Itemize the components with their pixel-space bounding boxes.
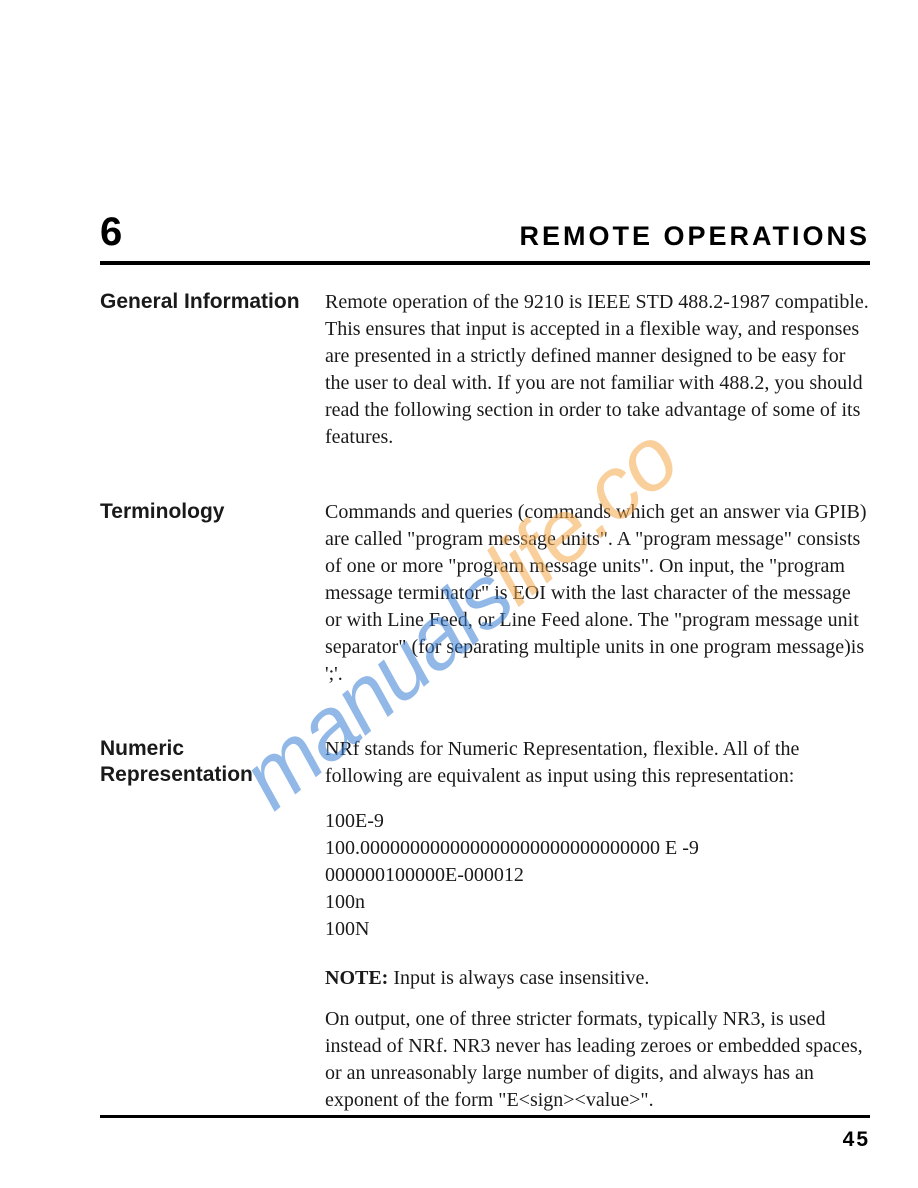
body-paragraph: On output, one of three stricter formats… bbox=[325, 1006, 870, 1114]
body-paragraph: Remote operation of the 9210 is IEEE STD… bbox=[325, 289, 870, 451]
body-paragraph: Commands and queries (commands which get… bbox=[325, 499, 870, 688]
example-line: 100N bbox=[325, 916, 870, 943]
note-label: NOTE: bbox=[325, 967, 388, 989]
example-line: 100E-9 bbox=[325, 808, 870, 835]
note-line: NOTE: Input is always case insensitive. bbox=[325, 965, 870, 992]
body-paragraph: NRf stands for Numeric Representation, f… bbox=[325, 736, 870, 790]
chapter-header: 6 REMOTE OPERATIONS bbox=[100, 210, 870, 265]
section-heading: General Information bbox=[100, 289, 325, 465]
section-terminology: Terminology Commands and queries (comman… bbox=[100, 499, 870, 702]
example-line: 100n bbox=[325, 889, 870, 916]
note-text: Input is always case insensitive. bbox=[393, 967, 649, 989]
section-numeric-representation: Numeric Representation NRf stands for Nu… bbox=[100, 736, 870, 1128]
example-line: 000000100000E-000012 bbox=[325, 862, 870, 889]
chapter-number: 6 bbox=[100, 210, 121, 255]
page-number: 45 bbox=[843, 1128, 870, 1152]
page-content: 6 REMOTE OPERATIONS General Information … bbox=[100, 210, 870, 1162]
section-heading: Numeric Representation bbox=[100, 736, 325, 1128]
section-body: Commands and queries (commands which get… bbox=[325, 499, 870, 702]
section-general-information: General Information Remote operation of … bbox=[100, 289, 870, 465]
example-line: 100.000000000000000000000000000000 E -9 bbox=[325, 835, 870, 862]
section-body: Remote operation of the 9210 is IEEE STD… bbox=[325, 289, 870, 465]
section-heading: Terminology bbox=[100, 499, 325, 702]
examples-block: 100E-9 100.00000000000000000000000000000… bbox=[325, 808, 870, 943]
chapter-title: REMOTE OPERATIONS bbox=[519, 221, 870, 252]
section-body: NRf stands for Numeric Representation, f… bbox=[325, 736, 870, 1128]
bottom-rule bbox=[100, 1115, 870, 1118]
